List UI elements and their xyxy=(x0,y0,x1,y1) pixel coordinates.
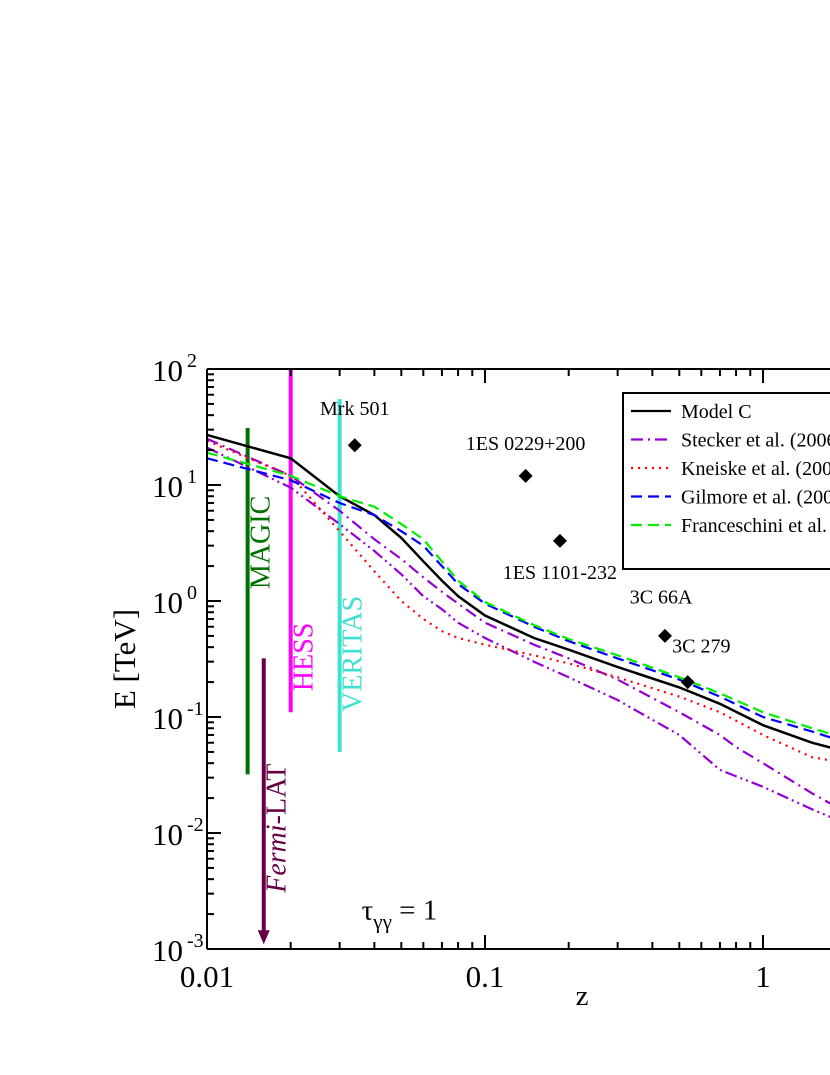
instrument-hess: HESS xyxy=(288,369,320,713)
legend-box xyxy=(622,392,830,570)
y-tick-label: 10 1 xyxy=(152,466,197,504)
down-arrow-icon xyxy=(257,930,270,945)
series-line-5 xyxy=(207,451,830,735)
source-point-marker xyxy=(347,438,362,453)
y-tick-label-base: 10 xyxy=(152,701,183,736)
instrument-bands: MAGIC HESS VERITAS Fermi-LAT xyxy=(245,369,369,945)
series-layer xyxy=(207,433,830,819)
instrument-veritas: VERITAS xyxy=(337,399,369,752)
y-tick-label: 10 -2 xyxy=(152,814,204,852)
instrument-label: Fermi-LAT xyxy=(262,764,293,894)
legend: Model C Stecker et al. (2006) Kneiske et a… xyxy=(622,392,830,570)
series-line-1 xyxy=(207,437,830,805)
legend-entry: Stecker et al. (2006) xyxy=(631,430,830,452)
instrument-label: VERITAS xyxy=(338,596,369,712)
instrument-magic: MAGIC xyxy=(245,428,277,775)
y-tick-label: 10 0 xyxy=(152,582,197,620)
y-tick-label-base: 10 xyxy=(152,469,183,504)
source-point-label: 1ES 0229+200 xyxy=(466,433,586,455)
legend-entry: Gilmore et al. (2009) xyxy=(631,487,830,509)
legend-entry: Model C xyxy=(631,401,752,423)
source-point-label: Mrk 501 xyxy=(320,398,389,420)
legend-label: Franceschini et al. (2008) xyxy=(681,515,830,537)
y-tick-label-base: 10 xyxy=(152,353,183,388)
y-tick-label: 10 -3 xyxy=(152,930,204,968)
legend-label: Gilmore et al. (2009) xyxy=(681,487,830,509)
series-line-2 xyxy=(207,446,830,819)
source-point-marker xyxy=(680,675,695,690)
x-tick-label: 0.01 xyxy=(180,959,234,994)
x-axis-title: z xyxy=(576,980,589,1012)
instrument-label: HESS xyxy=(289,623,320,691)
source-points: Mrk 501 1ES 0229+200 1ES 1101-232 3C 66A 3C … xyxy=(320,398,730,690)
legend-label: Stecker et al. (2006) xyxy=(681,430,830,452)
y-tick-label-exponent: -1 xyxy=(187,698,204,720)
instrument-label-rest: -LAT xyxy=(262,764,293,825)
y-tick-label-exponent: -2 xyxy=(187,814,204,836)
tau-value: = 1 xyxy=(392,894,437,926)
tau-subscript: γγ xyxy=(372,909,392,933)
y-tick-label-base: 10 xyxy=(152,933,183,968)
source-point-label: 1ES 1101-232 xyxy=(503,562,617,584)
tau-annotation: τγγ = 1 xyxy=(362,894,438,933)
y-axis-title: E [TeV] xyxy=(107,609,142,709)
instrument-fermi-lat: Fermi-LAT xyxy=(257,658,293,945)
legend-entry: Franceschini et al. (2008) xyxy=(631,515,830,537)
x-tick-label: 1 xyxy=(755,959,771,994)
y-tick-label-base: 10 xyxy=(152,585,183,620)
source-point-marker xyxy=(552,533,567,548)
series-line-0 xyxy=(207,433,830,749)
source-point-label: 3C 66A xyxy=(630,587,693,609)
legend-label: Kneiske et al. (2004) xyxy=(681,458,830,480)
y-tick-label-exponent: -3 xyxy=(187,930,204,952)
y-tick-label-base: 10 xyxy=(152,817,183,852)
tau-symbol: τ xyxy=(362,894,374,926)
source-point-label: 3C 279 xyxy=(672,635,730,657)
legend-entry: Kneiske et al. (2004) xyxy=(631,458,830,480)
y-tick-label: 10 -1 xyxy=(152,698,204,736)
y-tick-label-exponent: 2 xyxy=(187,350,197,372)
legend-label: Model C xyxy=(681,401,752,423)
instrument-label: MAGIC xyxy=(246,496,277,589)
y-tick-label: 10 2 xyxy=(152,350,197,388)
source-point-marker xyxy=(518,468,533,483)
source-point-marker xyxy=(657,628,672,643)
series-line-4 xyxy=(207,457,830,739)
y-tick-label-exponent: 0 xyxy=(187,582,197,604)
instrument-label-italic: Fermi xyxy=(262,824,293,893)
annotations: τγγ = 1 xyxy=(362,894,438,933)
y-tick-label-exponent: 1 xyxy=(187,466,197,488)
x-tick-label: 0.1 xyxy=(466,959,505,994)
